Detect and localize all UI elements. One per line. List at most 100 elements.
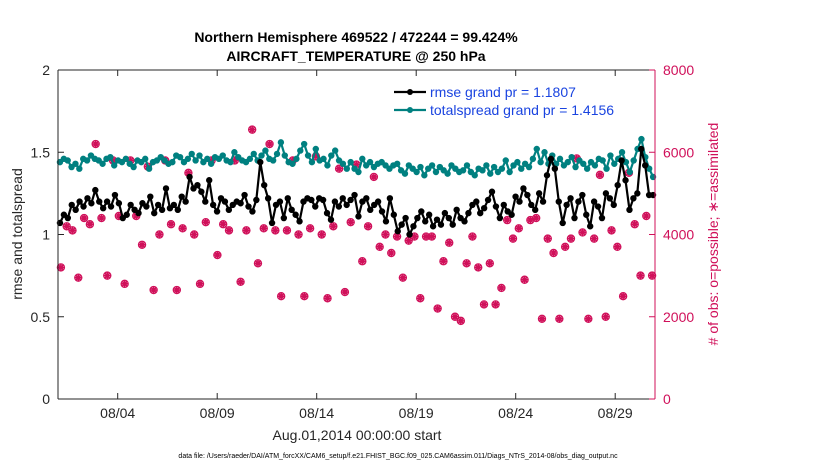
totalspread-point: [638, 135, 645, 143]
rmse-point: [602, 190, 610, 197]
rmse-point: [370, 201, 378, 209]
obs-assimilated-point: [515, 224, 523, 232]
obs-assimilated-point: [248, 126, 256, 134]
obs-assimilated-point: [69, 226, 76, 234]
rmse-point: [351, 191, 358, 199]
x-tick-label: 08/09: [200, 405, 235, 421]
rmse-point: [598, 214, 606, 222]
totalspread-point: [192, 157, 199, 164]
rmse-point: [339, 195, 346, 202]
obs-possible-point: [607, 226, 616, 235]
obs-possible-point: [218, 220, 228, 229]
obs-assimilated-point: [80, 214, 88, 222]
obs-possible-point: [636, 271, 645, 280]
totalspread-point: [564, 158, 571, 166]
obs-assimilated-point: [486, 259, 494, 267]
rmse-point: [445, 214, 452, 222]
obs-possible-point: [647, 271, 657, 280]
rmse-point: [186, 173, 193, 181]
obs-assimilated-point: [329, 222, 337, 230]
rmse-point: [119, 214, 127, 222]
rmse-point: [80, 203, 87, 210]
obs-assimilated-point: [237, 278, 244, 286]
rmse-point: [484, 196, 492, 204]
obs-possible-point: [103, 271, 112, 280]
rmse-point: [237, 200, 244, 207]
obs-assimilated-point: [596, 171, 604, 179]
legend-entry: rmse grand pr = 1.1807: [430, 84, 576, 100]
obs-assimilated-point: [185, 169, 192, 177]
obs-assimilated-point: [503, 216, 511, 224]
y-right-tick-label: 2000: [663, 309, 694, 325]
obs-assimilated-point: [74, 274, 82, 282]
totalspread-point: [471, 172, 478, 179]
obs-assimilated-point: [573, 155, 581, 162]
rmse-point: [131, 206, 138, 214]
totalspread-point: [219, 152, 226, 159]
obs-possible-point: [398, 273, 408, 282]
rmse-point: [461, 218, 468, 225]
obs-possible-point: [514, 224, 523, 233]
rmse-point: [174, 206, 181, 214]
obs-possible-point: [68, 226, 77, 235]
rmse-point: [257, 158, 264, 166]
rmse-point: [535, 190, 543, 197]
obs-assimilated-point: [208, 157, 215, 164]
rmse-point: [280, 214, 288, 222]
obs-possible-point: [433, 304, 442, 313]
rmse-point: [355, 213, 362, 220]
totalspread-point: [328, 152, 335, 159]
rmse-point: [135, 209, 142, 217]
rmse-point: [618, 157, 625, 164]
totalspread-point: [359, 155, 366, 163]
obs-assimilated-point: [474, 264, 482, 271]
rmse-point: [402, 214, 409, 222]
totalspread-point: [630, 157, 637, 164]
rmse-point: [528, 201, 535, 209]
totalspread-point: [176, 153, 184, 161]
obs-assimilated-point: [364, 222, 372, 230]
obs-possible-point: [630, 220, 639, 229]
totalspread-point: [607, 152, 614, 159]
obs-assimilated-point: [132, 212, 140, 220]
rmse-point: [312, 203, 319, 210]
obs-possible-point: [166, 220, 176, 229]
obs-possible-point: [549, 248, 558, 258]
obs-assimilated-point: [445, 239, 453, 247]
obs-possible-point: [369, 172, 379, 182]
rmse-point: [626, 206, 633, 214]
obs-possible-point: [236, 277, 245, 286]
rmse-point: [567, 195, 574, 202]
rmse-point: [586, 223, 594, 230]
rmse-point: [473, 198, 480, 205]
obs-assimilated-point: [167, 220, 175, 228]
obs-assimilated-point: [98, 214, 105, 222]
obs-assimilated-point: [103, 272, 111, 280]
obs-assimilated-point: [451, 313, 459, 321]
x-axis-label: Aug.01,2014 00:00:00 start: [273, 427, 442, 443]
rmse-point: [72, 206, 79, 214]
obs-assimilated-point: [156, 231, 163, 238]
obs-assimilated-point: [387, 249, 395, 257]
obs-assimilated-point: [440, 257, 447, 265]
obs-possible-point: [560, 242, 570, 252]
totalspread-point: [463, 162, 471, 169]
obs-assimilated-point: [393, 233, 401, 240]
totalspread-point: [107, 153, 114, 161]
totalspread-point: [72, 160, 79, 167]
totalspread-point: [428, 162, 436, 169]
totalspread-point: [401, 170, 409, 177]
obs-possible-point: [195, 279, 205, 289]
obs-assimilated-point: [434, 305, 442, 312]
rmse-point: [264, 195, 272, 202]
obs-possible-point: [618, 291, 628, 301]
obs-possible-point: [294, 230, 303, 239]
obs-assimilated-point: [318, 231, 326, 238]
rmse-point: [245, 203, 252, 210]
totalspread-point: [331, 147, 339, 154]
rmse-point: [622, 177, 629, 184]
rmse-point: [209, 201, 217, 209]
rmse-point: [630, 195, 637, 202]
chart-title-line2: AIRCRAFT_TEMPERATURE @ 250 hPa: [226, 48, 485, 64]
rmse-point: [390, 211, 398, 218]
